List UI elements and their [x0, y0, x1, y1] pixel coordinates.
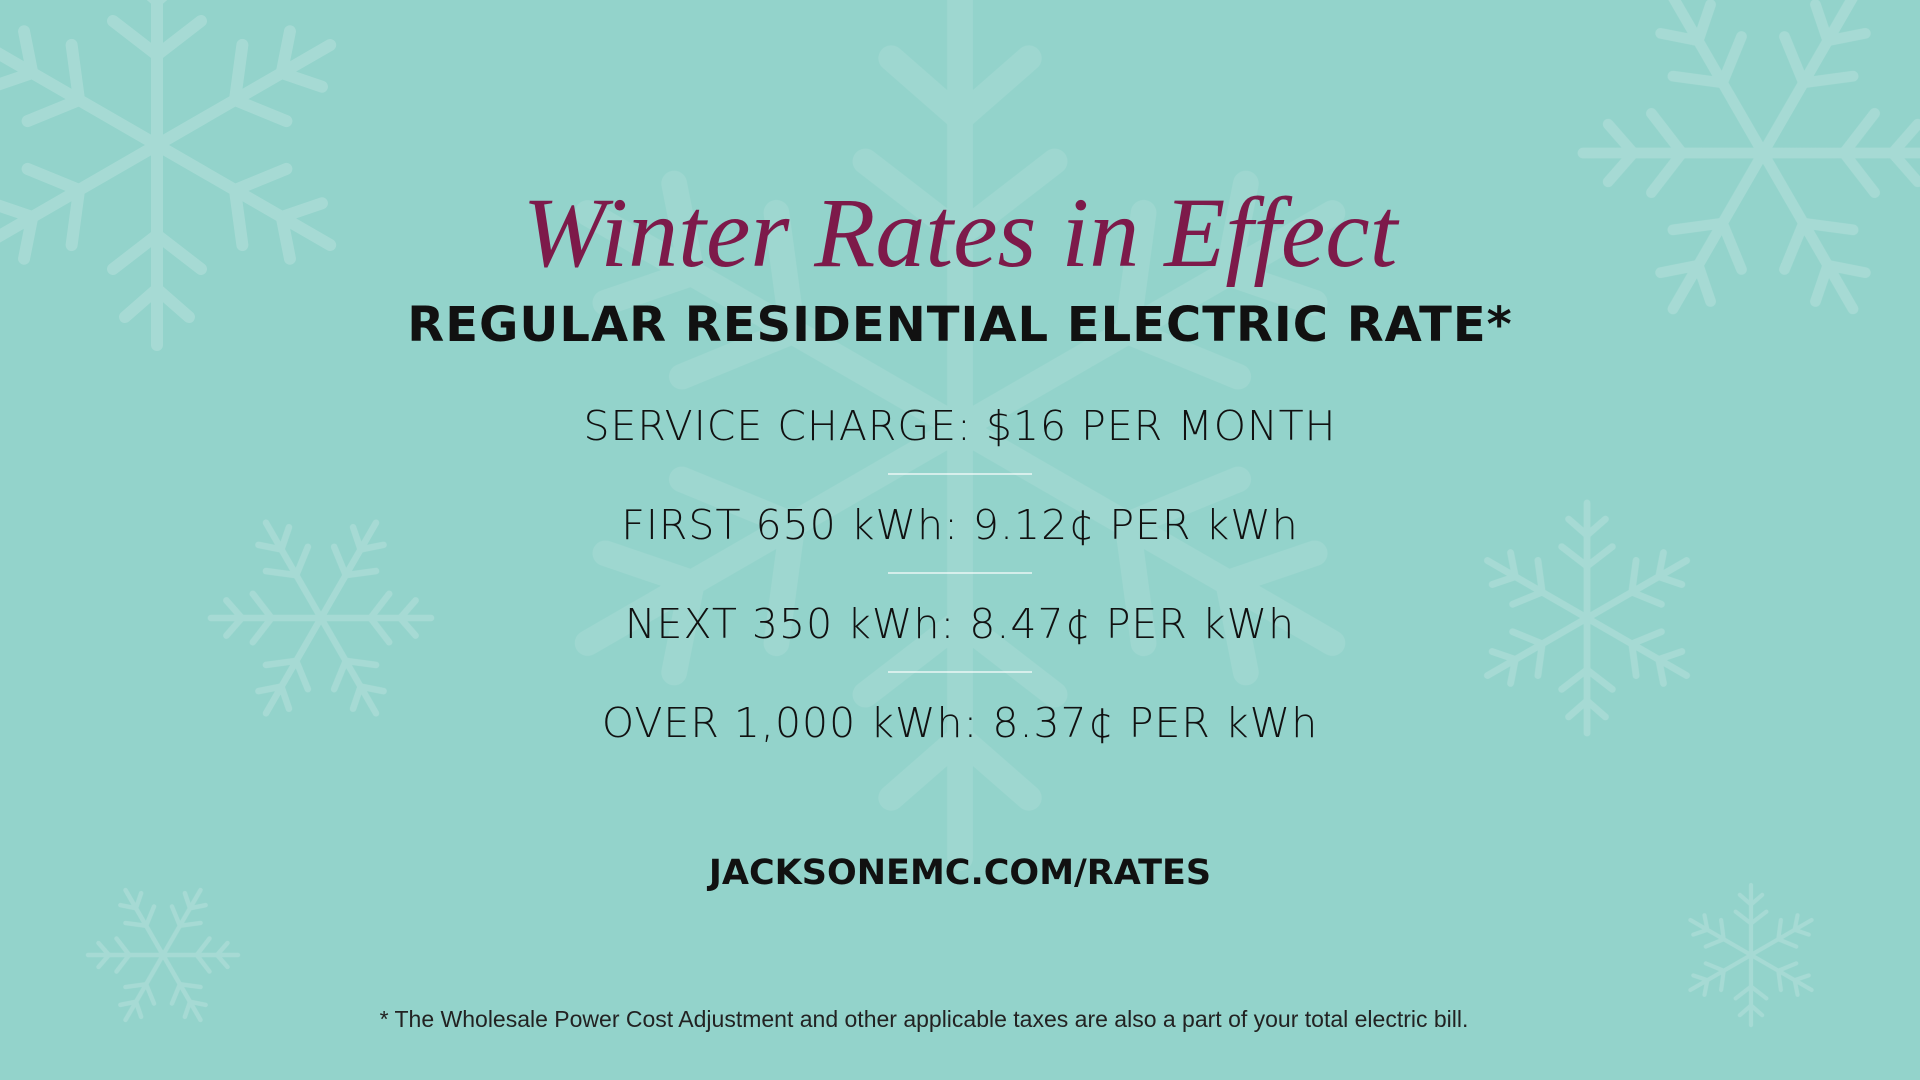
- divider: [888, 671, 1032, 673]
- rate-line: OVER 1,000 kWh: 8.37¢ PER kWh: [601, 699, 1319, 747]
- divider: [888, 473, 1032, 475]
- website-url: JACKSONEMC.COM/RATES: [708, 853, 1212, 893]
- rate-line: FIRST 650 kWh: 9.12¢ PER kWh: [621, 501, 1299, 549]
- footnote: * The Wholesale Power Cost Adjustment an…: [379, 1006, 1469, 1032]
- divider: [888, 572, 1032, 574]
- rate-line: NEXT 350 kWh: 8.47¢ PER kWh: [624, 600, 1296, 648]
- rate-line: SERVICE CHARGE: $16 PER MONTH: [583, 402, 1337, 450]
- subtitle: REGULAR RESIDENTIAL ELECTRIC RATE*: [407, 297, 1513, 353]
- title: Winter Rates in Effect: [522, 177, 1398, 288]
